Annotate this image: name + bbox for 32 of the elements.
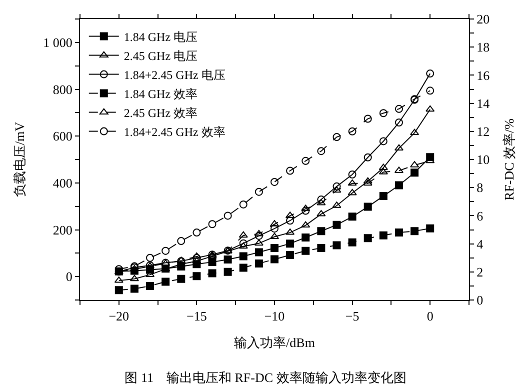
- x-tick-label: 0: [426, 308, 434, 324]
- y2-tick-label: 16: [476, 68, 490, 83]
- y2-axis-title: RF-DC 效率/%: [502, 118, 517, 200]
- text: 图 11 输出电压和 RF-DC 效率随输入功率变化图: [124, 370, 406, 386]
- y-axis-title: 负载电压/mV: [12, 121, 28, 198]
- y-tick-label: 1 000: [43, 34, 72, 50]
- legend-label: 1.84+2.45 GHz 效率: [124, 124, 226, 139]
- legend-label: 2.45 GHz 效率: [124, 106, 198, 120]
- x-axis-title: 输入功率/dBm: [234, 335, 315, 350]
- y2-tick-label: 6: [476, 208, 484, 224]
- legend-label: 1.84 GHz 效率: [124, 86, 198, 101]
- y2-tick-label: 20: [476, 12, 490, 27]
- x-tick-label: −5: [345, 308, 360, 324]
- y2-tick-label: 2: [476, 264, 484, 280]
- y2-tick-label: 0: [476, 292, 484, 308]
- x-tick-label: −20: [108, 308, 130, 324]
- y-tick-label: 600: [52, 128, 72, 144]
- y2-tick-label: 14: [476, 96, 490, 111]
- y2-tick-label: 8: [476, 180, 484, 196]
- y2-tick-label: 12: [476, 124, 490, 139]
- x-tick-label: −15: [186, 308, 207, 324]
- legend-label: 2.45 GHz 电压: [124, 48, 198, 63]
- legend-label: 1.84+2.45 GHz 电压: [124, 68, 226, 82]
- y2-tick-label: 18: [476, 40, 490, 55]
- y-tick-label: 200: [52, 222, 72, 238]
- y2-tick-label: 10: [476, 152, 490, 168]
- y2-tick-label: 4: [476, 236, 484, 252]
- y-tick-label: 800: [52, 82, 72, 97]
- y-tick-label: 400: [52, 175, 72, 190]
- legend-label: 1.84 GHz 电压: [124, 30, 198, 44]
- y-tick-label: 0: [66, 269, 72, 284]
- x-tick-label: −10: [264, 308, 285, 324]
